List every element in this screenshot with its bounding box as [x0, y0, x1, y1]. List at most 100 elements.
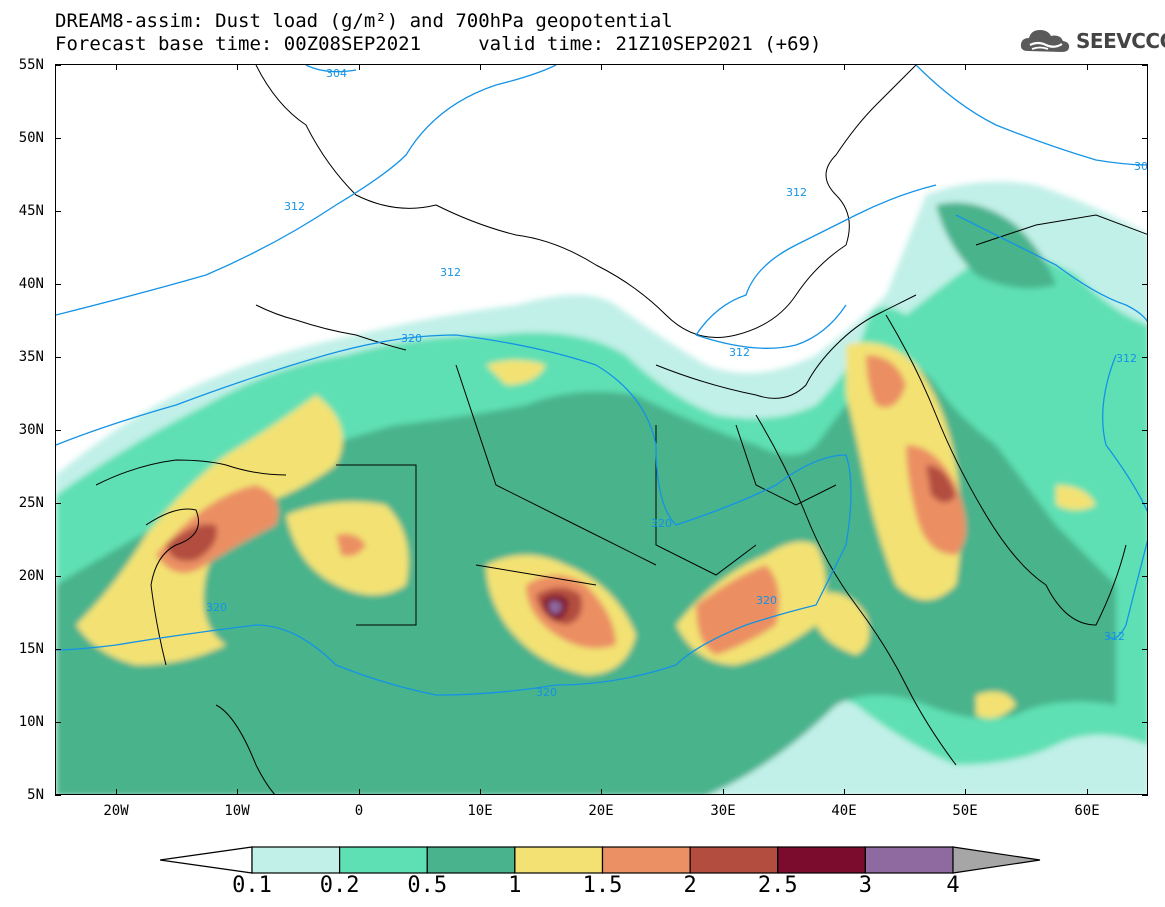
lat-label: 10N [18, 714, 44, 730]
colorbar-label: 1.5 [582, 873, 623, 898]
colorbar-cell [251, 846, 341, 874]
coastlines [95, 65, 1147, 794]
lon-tick [723, 64, 724, 70]
lat-tick [55, 795, 61, 796]
lat-label: 40N [18, 276, 44, 292]
lat-tick [55, 649, 61, 650]
lon-label: 10E [467, 803, 493, 819]
lat-label: 30N [18, 422, 44, 438]
contour-label: 312 [284, 200, 305, 213]
geopotential-contours [56, 65, 1147, 696]
lat-tick [55, 284, 61, 285]
contour-label-group: 304 312 312 312 312 312 320 320 320 320 … [206, 67, 1148, 699]
contour-label: 312 [1104, 630, 1125, 643]
lon-tick [116, 789, 117, 795]
contour-label: 312 [786, 186, 807, 199]
lon-label: 10W [224, 803, 250, 819]
contour-label: 320 [536, 686, 557, 699]
lat-label: 35N [18, 349, 44, 365]
lat-tick [55, 576, 61, 577]
colorbar-label: 0.2 [319, 873, 360, 898]
lat-tick [1142, 503, 1148, 504]
lat-tick [1142, 649, 1148, 650]
lat-label: 45N [18, 203, 44, 219]
lat-tick [55, 138, 61, 139]
colorbar-label: 0.5 [407, 873, 448, 898]
lat-label: 5N [27, 787, 44, 803]
lon-tick [480, 789, 481, 795]
seevccc-logo: SEEVCCC [1018, 25, 1165, 57]
lat-tick [1142, 138, 1148, 139]
lat-tick [1142, 284, 1148, 285]
contour-label: 320 [651, 517, 672, 530]
colorbar-label: 2.5 [757, 873, 798, 898]
lat-label: 55N [18, 57, 44, 73]
lat-tick [55, 722, 61, 723]
lat-tick [1142, 722, 1148, 723]
colorbar-cell [864, 846, 954, 874]
contour-label: 320 [401, 332, 422, 345]
lon-tick [359, 789, 360, 795]
lat-label: 50N [18, 130, 44, 146]
cloud-icon [1020, 30, 1070, 52]
colorbar-label: 2 [683, 873, 697, 898]
lon-label: 60E [1074, 803, 1100, 819]
map-frame: 304 312 312 312 312 312 320 320 320 320 … [55, 64, 1148, 795]
lon-tick [723, 789, 724, 795]
colorbar-cell [777, 846, 866, 874]
lon-tick [844, 789, 845, 795]
colorbar-under-arrow [160, 846, 253, 874]
forecast-time-line: Forecast base time: 00Z08SEP2021 valid t… [55, 33, 822, 55]
contour-label: 320 [756, 594, 777, 607]
colorbar-cell [339, 846, 428, 874]
colorbar-label: 3 [858, 873, 872, 898]
lat-tick [1142, 357, 1148, 358]
lat-label: 20N [18, 568, 44, 584]
lat-tick [1142, 430, 1148, 431]
contour-label: 312 [729, 346, 750, 359]
lon-tick [601, 64, 602, 70]
lon-tick [1087, 789, 1088, 795]
lon-tick [359, 64, 360, 70]
dust-map: 304 312 312 312 312 312 320 320 320 320 … [56, 65, 1148, 794]
lon-tick [237, 64, 238, 70]
contour-label: 30 [1134, 160, 1148, 173]
lon-tick [237, 789, 238, 795]
contour-label: 320 [206, 601, 227, 614]
lon-label: 20E [588, 803, 614, 819]
colorbar-cell [601, 846, 691, 874]
lat-tick [55, 357, 61, 358]
lon-tick [601, 789, 602, 795]
lon-tick [965, 789, 966, 795]
logo-text: SEEVCCC [1076, 29, 1165, 53]
lon-label: 30E [710, 803, 736, 819]
colorbar [160, 846, 1041, 874]
contour-label: 304 [326, 67, 347, 80]
contour-label: 312 [1116, 352, 1137, 365]
colorbar-label: 4 [946, 873, 960, 898]
lon-tick [965, 64, 966, 70]
lon-label: 0 [354, 803, 364, 819]
lat-label: 15N [18, 641, 44, 657]
colorbar-label: 1 [508, 873, 522, 898]
lon-tick [480, 64, 481, 70]
dust-load-field [56, 181, 1147, 794]
lat-tick [55, 430, 61, 431]
colorbar-over-arrow [952, 846, 1041, 874]
contour-label: 312 [440, 266, 461, 279]
lat-label: 25N [18, 495, 44, 511]
lat-tick [1142, 795, 1148, 796]
lat-tick [1142, 65, 1148, 66]
colorbar-cell [426, 846, 516, 874]
lon-tick [1087, 64, 1088, 70]
colorbar-label: 0.1 [232, 873, 272, 898]
colorbar-cell [514, 846, 604, 874]
lon-label: 50E [952, 803, 978, 819]
lon-tick [116, 64, 117, 70]
chart-title: DREAM8-assim: Dust load (g/m²) and 700hP… [55, 10, 673, 32]
lon-tick [844, 64, 845, 70]
lat-tick [55, 211, 61, 212]
lon-label: 20W [103, 803, 129, 819]
lat-tick [55, 65, 61, 66]
lat-tick [55, 503, 61, 504]
